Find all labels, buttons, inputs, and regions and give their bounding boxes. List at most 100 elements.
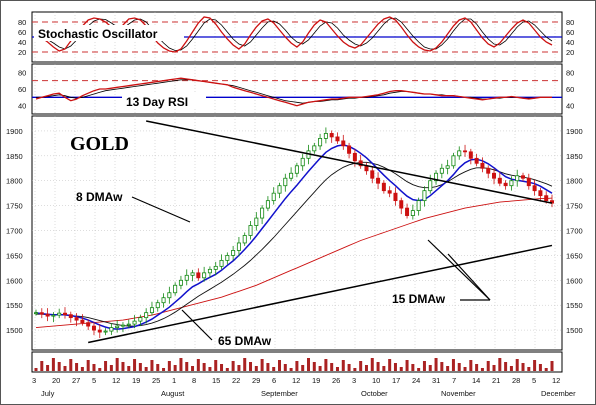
trendline [146,120,553,204]
candle-body [445,165,450,169]
volume-bar [162,368,166,371]
candle-body [381,182,386,192]
stochastic-tick-left: 80 [18,18,26,27]
stochastic-label-bg [34,25,184,41]
candle-body [451,155,456,167]
price-tick-left: 1850 [6,152,23,161]
x-tick-label: 28 [512,376,520,385]
candle-body [51,314,56,317]
volume-bar [422,361,426,371]
volume-bar [382,366,386,371]
volume-bar [498,358,502,371]
volume-bar [521,363,525,371]
candle-body [486,167,491,174]
volume-bar [509,366,513,371]
volume-bar [446,366,450,371]
price-tick-left: 1600 [6,276,23,285]
volume-bar [150,360,154,371]
candle-body [289,172,294,179]
x-tick-label: 24 [412,376,420,385]
candle-body [294,165,299,174]
volume-bar [451,359,455,371]
rsi-tick-right: 80 [566,68,574,77]
price-tick-left: 1650 [6,251,23,260]
candle-body [497,177,502,184]
x-tick-label: 15 [212,376,220,385]
volume-bar [109,365,113,371]
candle-body [45,313,50,317]
volume-bar [92,364,96,371]
stochastic-tick-right: 80 [566,18,574,27]
ma65-line [35,197,553,329]
candle-body [231,250,236,256]
x-tick-label: 22 [232,376,240,385]
candle-body [300,157,305,167]
x-tick-label: 6 [272,376,276,385]
volume-bar [104,361,108,371]
volume-bar [457,363,461,371]
candle-body [74,317,79,321]
candle-body [271,192,276,202]
volume-bar [469,360,473,371]
candle-body [97,329,102,333]
volume-bar [266,363,270,371]
x-tick-label: 5 [532,376,536,385]
x-tick-label: 21 [492,376,500,385]
candle-body [196,272,201,279]
volume-bar [347,364,351,371]
volume-bar [46,365,50,371]
x-tick-label: 8 [192,376,196,385]
candle-body [532,185,537,192]
volume-bar [533,360,537,371]
candle-body [39,312,44,315]
volume-bar [289,368,293,371]
candle-body [138,317,143,322]
candle-body [225,255,230,261]
stochastic-tick-right: 20 [566,48,574,57]
candle-body [178,279,183,286]
price-tick-right: 1550 [566,301,583,310]
annotation-15dmaw: 15 DMAw [392,292,446,306]
rsi-tick-left: 80 [18,68,26,77]
candle-body [352,152,357,162]
volume-bar [295,361,299,371]
tick-labels: 1900 1900 1850 1850 1800 1800 1750 1750 1700 1700… [6,18,583,335]
candle-body [393,192,398,202]
x-tick-label: 29 [252,376,260,385]
volume-bar [63,366,67,371]
x-month-label: August [161,389,185,398]
candle-body [260,207,265,219]
x-tick-label: 5 [92,376,96,385]
price-tick-right: 1650 [566,251,583,260]
price-tick-left: 1750 [6,202,23,211]
x-tick-label: 12 [112,376,120,385]
price-tick-right: 1900 [566,127,583,136]
stochastic-tick-left: 60 [18,28,26,37]
chart-title: GOLD [70,133,129,155]
volume-bar [86,360,90,371]
annotation-65dmaw: 65 DMAw [218,334,272,348]
candle-body [405,207,410,216]
volume-bar [538,364,542,371]
candle-body [80,319,85,324]
volume-bar [544,368,548,371]
stochastic-tick-left: 20 [18,48,26,57]
candle-body [468,151,473,159]
candle-body [173,284,178,294]
volume-bar [249,362,253,371]
volume-bar [69,359,73,371]
volume-bar [405,360,409,371]
rsi-tick-left: 40 [18,102,26,111]
volume-bar [341,360,345,371]
candle-body [538,190,543,197]
candle-body [323,133,328,139]
volume-bar [121,362,125,371]
volume-bar [353,368,357,371]
x-tick-label: 17 [392,376,400,385]
volume-bar [231,361,235,371]
volume-bar [440,362,444,371]
rsi-tick-left: 60 [18,85,26,94]
x-tick-label: 19 [132,376,140,385]
candle-body [457,150,462,157]
